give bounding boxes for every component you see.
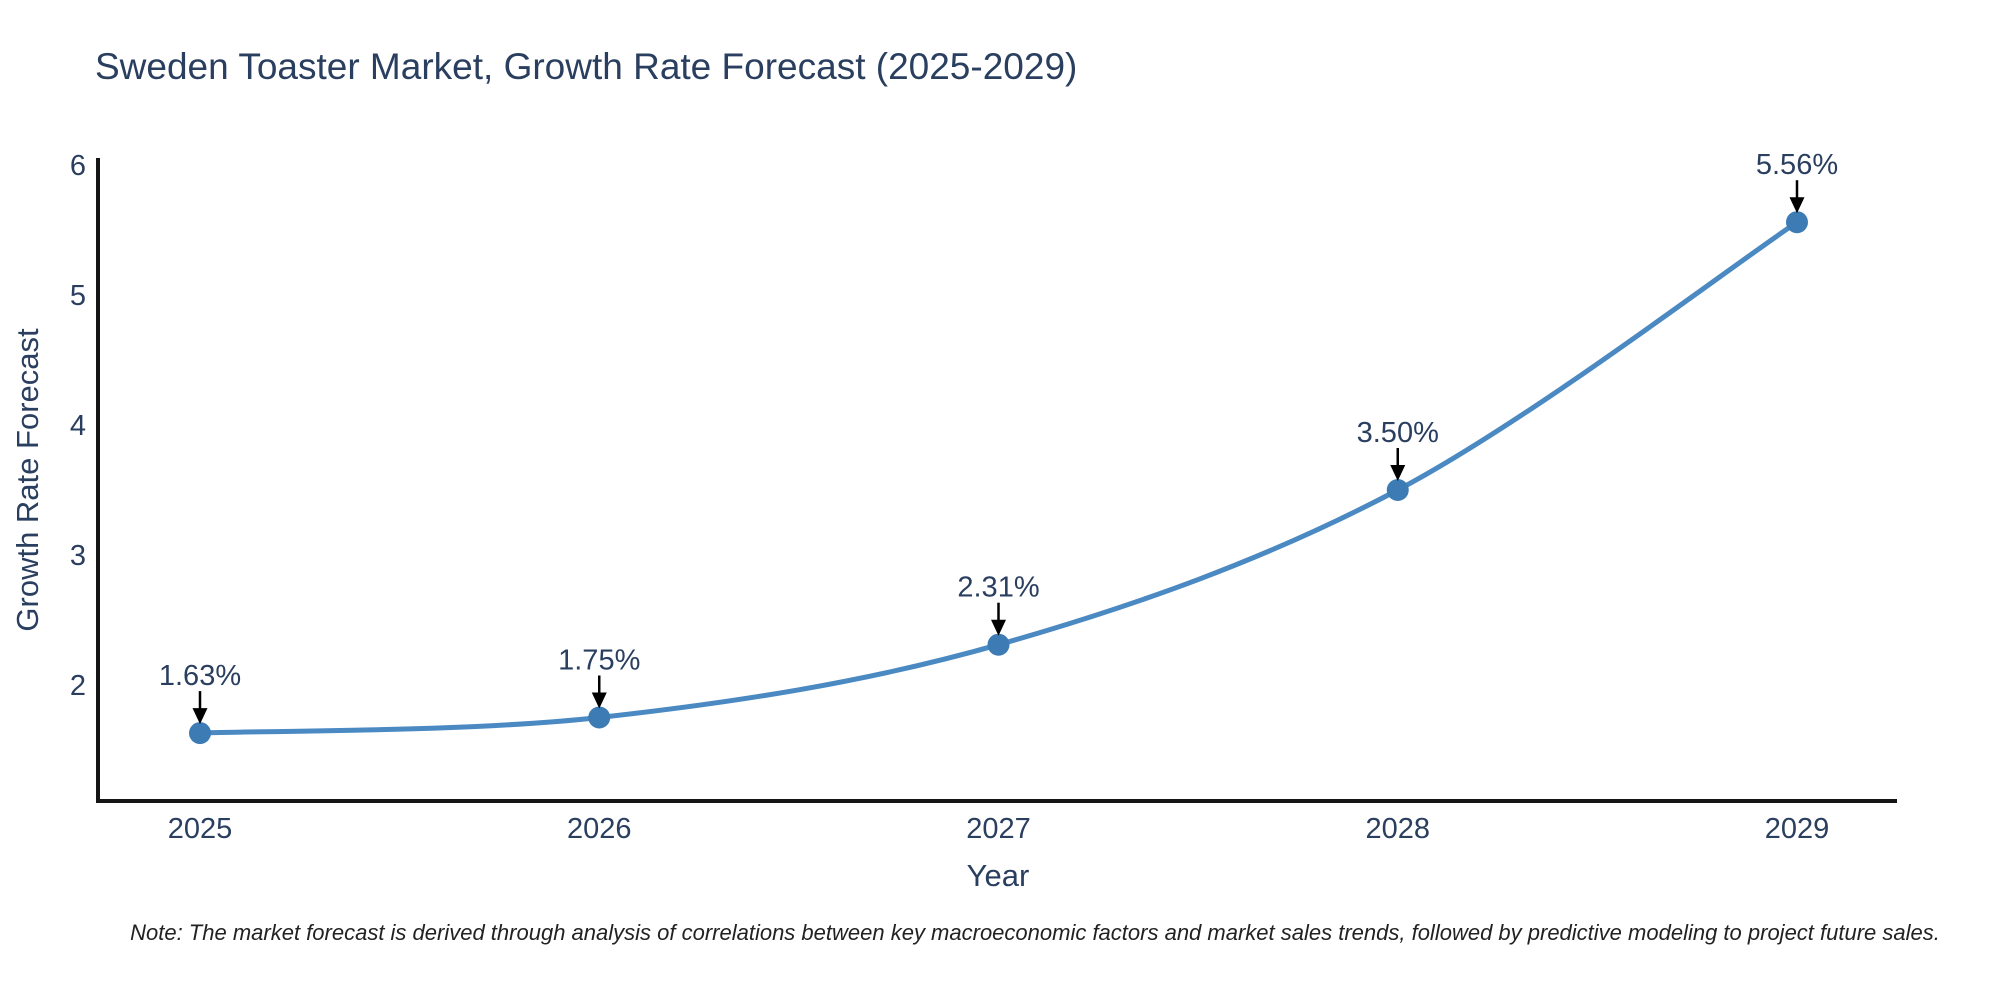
x-tick-label: 2025 — [168, 813, 233, 845]
x-tick-label: 2026 — [567, 813, 632, 845]
y-tick-label: 2 — [70, 670, 86, 702]
y-tick-label: 4 — [70, 410, 86, 442]
data-label: 1.63% — [159, 660, 241, 692]
data-label: 1.75% — [558, 645, 640, 677]
data-point[interactable] — [588, 706, 611, 729]
point-annotation: 5.56% — [1756, 149, 1838, 214]
y-tick-label: 5 — [70, 280, 86, 312]
data-label: 2.31% — [957, 572, 1039, 604]
data-annotations: 1.63% 1.75% 2.31% 3.50% 5.56% — [159, 149, 1838, 725]
data-point-markers — [189, 211, 1808, 745]
annotation-arrowhead-icon — [591, 692, 607, 709]
y-tick-label: 3 — [70, 540, 86, 572]
x-axis-tick-labels: 2025 2026 2027 2028 2029 — [168, 813, 1830, 845]
data-point[interactable] — [1386, 479, 1409, 501]
data-label: 5.56% — [1756, 149, 1838, 181]
annotation-arrowhead-icon — [991, 619, 1006, 636]
x-tick-label: 2027 — [966, 813, 1031, 845]
y-axis-title: Growth Rate Forecast — [10, 328, 45, 632]
x-axis-title: Year — [966, 858, 1030, 893]
point-annotation: 1.75% — [558, 645, 640, 709]
point-annotation: 2.31% — [957, 572, 1040, 636]
data-point[interactable] — [987, 633, 1010, 656]
data-point[interactable] — [189, 722, 211, 745]
x-tick-label: 2028 — [1365, 813, 1430, 845]
point-annotation: 1.63% — [159, 660, 241, 725]
annotation-arrowhead-icon — [1390, 465, 1406, 481]
trend-line[interactable] — [197, 219, 1800, 736]
footnote: Note: The market forecast is derived thr… — [130, 920, 1940, 945]
annotation-arrowhead-icon — [192, 708, 208, 725]
chart-title: Sweden Toaster Market, Growth Rate Forec… — [95, 46, 1078, 87]
data-point[interactable] — [1786, 211, 1808, 234]
y-tick-label: 6 — [70, 150, 86, 182]
y-axis-tick-labels: 2 3 4 5 6 — [70, 150, 86, 702]
data-label: 3.50% — [1357, 417, 1439, 449]
x-tick-label: 2029 — [1765, 813, 1830, 845]
point-annotation: 3.50% — [1357, 417, 1439, 481]
annotation-arrowhead-icon — [1789, 197, 1805, 214]
